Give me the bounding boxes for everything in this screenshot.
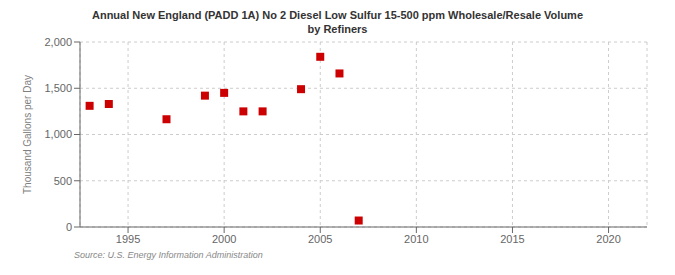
svg-text:2020: 2020 [596,233,620,245]
svg-text:2000: 2000 [212,233,236,245]
svg-text:1,000: 1,000 [44,128,72,140]
svg-text:2010: 2010 [404,233,428,245]
svg-text:1995: 1995 [116,233,140,245]
svg-text:2015: 2015 [500,233,524,245]
svg-text:Thousand Gallons per Day: Thousand Gallons per Day [22,75,33,194]
svg-text:0: 0 [66,221,72,233]
svg-text:2005: 2005 [308,233,332,245]
html-text:Annual New England (PADD 1A) N: Annual New England (PADD 1A) No 2 Diesel… [92,9,583,21]
html-text:Source: U.S. Energy Informatio: Source: U.S. Energy Information Administ… [74,250,263,260]
svg-text:500: 500 [54,175,72,187]
svg-text:1,500: 1,500 [44,82,72,94]
html-text:by Refiners: by Refiners [307,23,368,35]
svg-text:2,000: 2,000 [44,36,72,48]
